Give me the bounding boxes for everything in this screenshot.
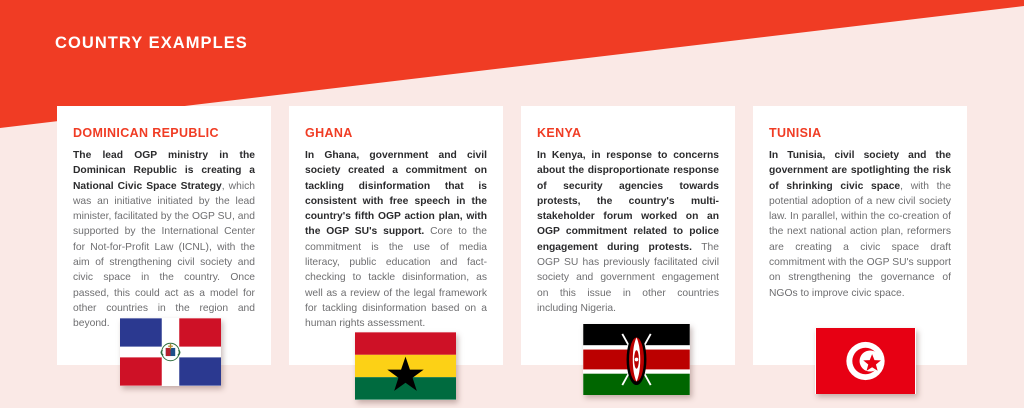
dominican-republic-flag [120, 318, 221, 386]
country-card-body-rest: , with the potential adoption of a new c… [769, 180, 951, 299]
tunisia-flag-icon [815, 328, 916, 394]
country-card-title: DOMINICAN REPUBLIC [73, 126, 219, 140]
country-card-title: TUNISIA [769, 126, 822, 140]
country-card-tunisia: TUNISIA In Tunisia, civil society and th… [753, 106, 967, 365]
country-card-body-lead: In Ghana, government and civil society c… [305, 150, 487, 238]
page-title: COUNTRY EXAMPLES [55, 34, 248, 52]
dominican-republic-flag-icon [120, 318, 221, 386]
country-card-body-rest: , which was an initiative initiated by t… [73, 180, 255, 330]
country-card-body-rest: Core to the commitment is the use of med… [305, 226, 487, 330]
country-card-body: In Tunisia, civil society and the govern… [769, 148, 951, 301]
ghana-flag [355, 332, 456, 400]
ghana-flag-icon [355, 332, 456, 400]
country-card-body-rest: The OGP SU has previously facilitated ci… [537, 241, 719, 314]
country-card-kenya: KENYA In Kenya, in response to concerns … [521, 106, 735, 365]
country-card-ghana: GHANA In Ghana, government and civil soc… [289, 106, 503, 365]
country-card-body-lead: In Tunisia, civil society and the govern… [769, 150, 951, 192]
country-card-title: GHANA [305, 126, 353, 140]
kenya-flag [583, 324, 690, 395]
country-card-body-lead: In Kenya, in response to concerns about … [537, 150, 719, 253]
country-card-title: KENYA [537, 126, 582, 140]
country-card-body: The lead OGP ministry in the Dominican R… [73, 148, 255, 332]
tunisia-flag [815, 328, 916, 394]
country-card-dominican-republic: DOMINICAN REPUBLIC The lead OGP ministry… [57, 106, 271, 365]
kenya-flag-icon [583, 324, 690, 395]
country-card-body: In Ghana, government and civil society c… [305, 148, 487, 332]
country-card-body: In Kenya, in response to concerns about … [537, 148, 719, 316]
country-card-body-lead: The lead OGP ministry in the Dominican R… [73, 150, 255, 192]
country-examples-card-list: DOMINICAN REPUBLIC The lead OGP ministry… [57, 106, 967, 368]
